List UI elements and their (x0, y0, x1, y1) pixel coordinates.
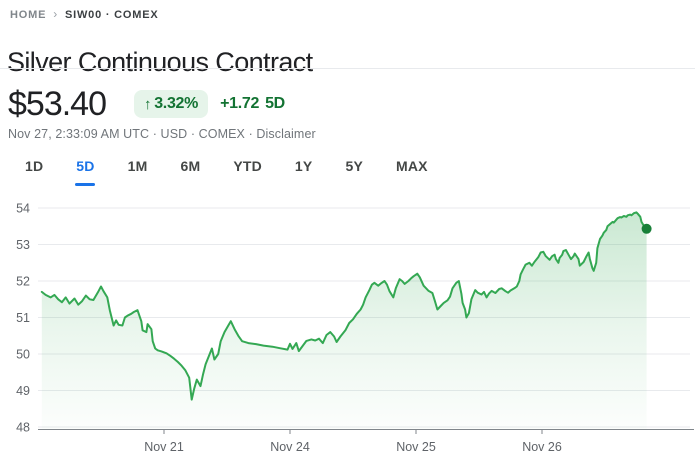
quote-row: $53.40 ↑ 3.32% +1.72 5D (8, 85, 285, 123)
time-range-tabs: 1D 5D 1M 6M YTD 1Y 5Y MAX (0, 152, 428, 186)
breadcrumb-home-link[interactable]: HOME (10, 9, 47, 21)
x-axis-label: Nov 24 (270, 440, 310, 454)
tab-max[interactable]: MAX (396, 152, 428, 186)
tab-ytd[interactable]: YTD (233, 152, 262, 186)
price-line (40, 211, 648, 401)
y-axis-label: 48 (16, 421, 30, 435)
x-axis-label: Nov 26 (522, 440, 562, 454)
up-arrow-icon: ↑ (144, 95, 152, 113)
change-period: 5D (265, 95, 285, 112)
x-axis-label: Nov 21 (144, 440, 184, 454)
current-price-dot (641, 223, 652, 234)
y-axis-label: 49 (16, 384, 30, 398)
percent-change-badge: ↑ 3.32% (134, 90, 209, 118)
header-divider (0, 68, 695, 69)
breadcrumb: HOME › SIW00 · COMEX (10, 7, 159, 22)
current-price: $53.40 (8, 85, 107, 123)
x-axis-label: Nov 25 (396, 440, 436, 454)
timestamp-exchange-text: Nov 27, 2:33:09 AM UTC · USD · COMEX · (8, 127, 253, 141)
tab-1y[interactable]: 1Y (295, 152, 313, 186)
tab-6m[interactable]: 6M (180, 152, 200, 186)
quote-meta-line: Nov 27, 2:33:09 AM UTC · USD · COMEX · D… (8, 127, 316, 141)
change-amount: +1.72 (220, 95, 260, 112)
breadcrumb-current-symbol: SIW00 · COMEX (65, 9, 159, 21)
price-area-fill (41, 212, 647, 429)
absolute-change: +1.72 5D (220, 95, 285, 113)
y-axis-label: 53 (16, 238, 30, 252)
percent-change-value: 3.32% (154, 95, 199, 112)
tab-5d-label: 5D (76, 158, 95, 174)
y-axis-label: 54 (16, 202, 30, 216)
tab-5d[interactable]: 5D (75, 152, 96, 186)
y-axis-label: 52 (16, 275, 30, 289)
page-title: Silver Continuous Contract (7, 47, 313, 78)
tab-1m[interactable]: 1M (128, 152, 148, 186)
tab-1d[interactable]: 1D (25, 152, 43, 186)
y-axis-label: 50 (16, 348, 30, 362)
y-axis-label: 51 (16, 311, 30, 325)
breadcrumb-chevron-icon: › (53, 7, 58, 21)
active-tab-underline (75, 183, 96, 186)
disclaimer-link[interactable]: Disclaimer (256, 127, 316, 141)
tab-5y[interactable]: 5Y (345, 152, 363, 186)
